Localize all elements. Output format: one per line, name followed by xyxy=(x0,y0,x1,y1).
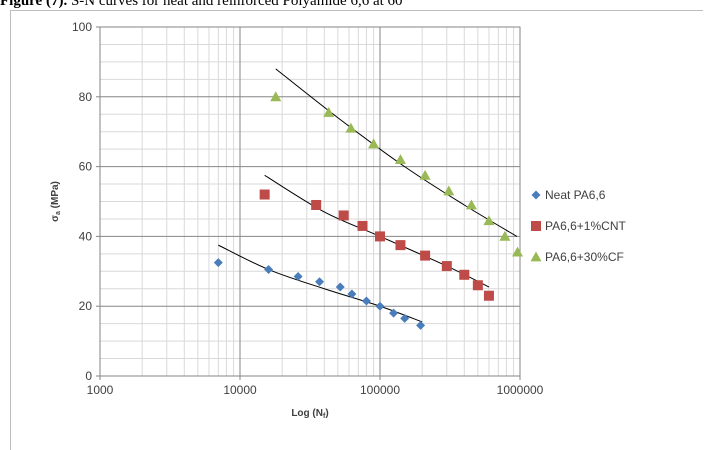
x-axis-ticks: 1000 10000 100000 1000000 xyxy=(87,376,544,397)
y-axis-title: σa (MPa) xyxy=(50,181,62,222)
y-tick-label: 20 xyxy=(79,299,93,313)
data-point-series-3 xyxy=(270,91,282,102)
data-point-series-1 xyxy=(347,289,357,299)
legend: Neat PA6,6 PA6,6+1%CNT PA6,6+30%CF xyxy=(530,188,626,264)
data-point-series-2 xyxy=(483,290,494,301)
data-point-series-2 xyxy=(459,269,470,280)
legend-label-series-1: Neat PA6,6 xyxy=(545,188,606,202)
data-point-series-2 xyxy=(395,240,406,251)
data-point-series-3 xyxy=(419,169,431,180)
data-point-series-3 xyxy=(499,230,511,241)
data-point-series-1 xyxy=(264,265,274,275)
figure-caption: Figure (7). S-N curves for neat and rein… xyxy=(0,0,707,9)
legend-marker-series-3 xyxy=(530,251,542,262)
plot-area xyxy=(99,26,521,377)
legend-label-series-2: PA6,6+1%CNT xyxy=(545,219,626,233)
data-point-series-1 xyxy=(315,277,325,287)
data-markers xyxy=(213,91,524,330)
data-point-series-1 xyxy=(213,258,223,268)
data-point-series-2 xyxy=(420,250,431,261)
data-point-series-2 xyxy=(338,210,349,221)
chart-frame xyxy=(10,10,703,450)
legend-marker-series-2 xyxy=(531,221,541,231)
data-point-series-2 xyxy=(441,261,452,272)
data-point-series-3 xyxy=(443,185,455,196)
x-axis-title: Log (Nf) xyxy=(291,408,328,420)
y-tick-label: 100 xyxy=(72,20,92,34)
x-tick-label: 100000 xyxy=(360,383,400,397)
data-point-series-1 xyxy=(416,320,426,330)
legend-label-series-3: PA6,6+30%CF xyxy=(545,250,624,264)
y-tick-label: 80 xyxy=(79,90,93,104)
data-point-series-3 xyxy=(483,215,495,226)
minor-gridlines xyxy=(100,27,520,376)
data-point-series-2 xyxy=(259,189,270,200)
y-tick-label: 60 xyxy=(79,160,93,174)
legend-marker-series-1 xyxy=(531,190,541,200)
data-point-series-1 xyxy=(375,301,385,311)
trend-line-series-2 xyxy=(264,174,490,288)
data-point-series-2 xyxy=(357,220,368,231)
data-point-series-2 xyxy=(472,280,483,291)
data-point-series-1 xyxy=(335,282,345,292)
data-point-series-3 xyxy=(465,199,477,210)
data-point-series-3 xyxy=(368,138,380,149)
y-tick-label: 0 xyxy=(85,369,92,383)
data-point-series-3 xyxy=(345,122,357,133)
trend-line-series-3 xyxy=(275,68,518,237)
data-point-series-1 xyxy=(361,296,371,306)
data-point-series-3 xyxy=(323,107,335,117)
figure-number: Figure (7). xyxy=(0,0,68,9)
data-point-series-1 xyxy=(389,308,399,318)
figure-caption-text: S-N curves for neat and reinforced Polya… xyxy=(67,0,403,9)
data-point-series-3 xyxy=(512,246,524,257)
y-axis-ticks: 0 20 40 60 80 100 xyxy=(72,20,100,383)
x-tick-label: 1000 xyxy=(87,383,114,397)
data-point-series-3 xyxy=(394,154,406,165)
data-point-series-2 xyxy=(375,231,385,242)
y-tick-label: 40 xyxy=(79,229,93,243)
x-tick-label: 10000 xyxy=(223,383,257,397)
data-point-series-1 xyxy=(400,313,410,323)
x-tick-label: 1000000 xyxy=(497,383,544,397)
data-point-series-2 xyxy=(311,199,322,210)
data-point-series-1 xyxy=(293,272,303,282)
